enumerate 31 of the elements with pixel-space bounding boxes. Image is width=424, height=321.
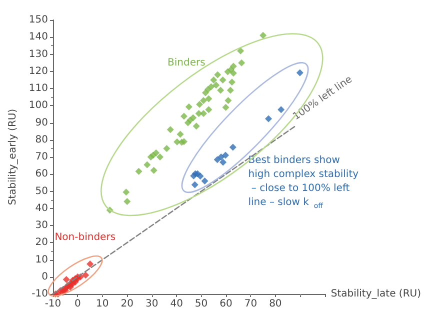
y-tick-label: 60 xyxy=(35,168,48,180)
y-tick-label: 20 xyxy=(35,237,48,248)
x-tick-label: 50 xyxy=(194,298,208,310)
y-tick-label: 140 xyxy=(28,32,48,43)
x-axis-title: Stability_late (RU) xyxy=(330,288,422,300)
y-tick-label: 90 xyxy=(35,117,48,128)
x-tick-label: 10 xyxy=(96,298,109,310)
y-tick-label: 70 xyxy=(35,152,48,162)
y-tick-label: 50 xyxy=(35,186,48,197)
text: Non-binders xyxy=(54,232,116,243)
y-tick-label: 80 xyxy=(35,134,48,146)
series-label: Binders xyxy=(168,57,206,68)
x-tick-label: -10 xyxy=(44,298,62,310)
x-tick-label: 60 xyxy=(220,298,232,310)
y-tick-label: 100 xyxy=(28,100,48,112)
x-tick-label: 30 xyxy=(145,298,158,310)
y-axis-title: Stability_early (RU) xyxy=(8,108,18,206)
y-tick-label: 110 xyxy=(28,83,48,94)
x-tick-label: 80 xyxy=(269,298,282,310)
y-tick-label: 0 xyxy=(42,271,48,282)
y-tick-label: 40 xyxy=(35,202,48,214)
x-tick-label: 20 xyxy=(120,298,134,310)
y-tick-label: 10 xyxy=(35,254,48,266)
y-tick-label: 30 xyxy=(35,220,48,231)
y-tick-label: -10 xyxy=(32,288,48,300)
x-tick-label: 40 xyxy=(170,298,183,310)
y-tick-label: 130 xyxy=(28,48,48,60)
x-tick-label: 0 xyxy=(74,298,81,310)
x-tick-label: 70 xyxy=(244,298,258,310)
y-tick-label: 120 xyxy=(28,66,48,77)
y-tick-label: 150 xyxy=(28,14,48,26)
